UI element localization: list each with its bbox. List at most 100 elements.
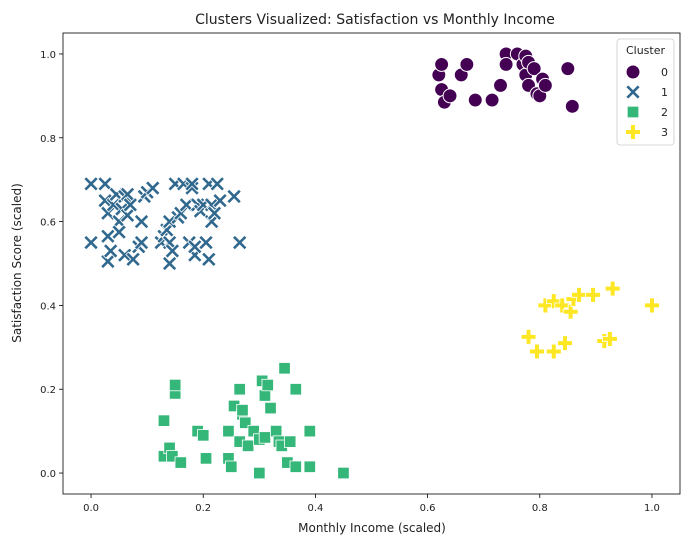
- x-tick-label: 0.4: [307, 503, 323, 514]
- series-2: [157, 362, 350, 480]
- data-point: [178, 197, 195, 213]
- series-0: [431, 46, 580, 114]
- data-point: [222, 424, 235, 438]
- legend: Cluster 0 1 2 3: [616, 38, 675, 146]
- data-point: [241, 439, 255, 452]
- legend-label: 3: [661, 126, 668, 139]
- y-tick-label: 0.0: [40, 469, 56, 480]
- data-point: [537, 77, 553, 93]
- plot-frame: [62, 32, 681, 495]
- data-point: [562, 303, 579, 320]
- legend-item-2: 2: [626, 105, 668, 119]
- data-point: [258, 389, 272, 402]
- x-tick-label: 0.6: [420, 503, 436, 514]
- data-point: [564, 98, 580, 114]
- data-point: [83, 176, 99, 192]
- data-point: [585, 287, 601, 303]
- data-point: [125, 251, 141, 268]
- data-point: [206, 205, 223, 221]
- data-point: [212, 192, 228, 209]
- data-point: [100, 228, 116, 245]
- y-axis: 0.0 0.2 0.4 0.6 0.8 1.0: [40, 50, 63, 480]
- legend-marker: [625, 124, 641, 140]
- data-point: [166, 450, 179, 463]
- y-tick-label: 0.6: [40, 218, 56, 229]
- data-point: [434, 56, 450, 72]
- data-point: [133, 234, 150, 251]
- data-point: [184, 176, 200, 192]
- data-point: [97, 176, 113, 192]
- data-point: [484, 92, 500, 108]
- data-point: [231, 234, 248, 251]
- legend-label: 0: [661, 66, 668, 79]
- data-point: [545, 293, 562, 310]
- series-3: [520, 280, 660, 360]
- data-point: [602, 331, 618, 347]
- y-tick-label: 0.2: [40, 385, 56, 396]
- data-point: [604, 280, 621, 297]
- legend-title: Cluster: [626, 44, 666, 57]
- data-point: [261, 378, 274, 392]
- x-axis-label: Monthly Income (scaled): [298, 521, 446, 535]
- data-point: [337, 466, 350, 480]
- data-point: [459, 56, 475, 72]
- data-point: [258, 431, 272, 444]
- legend-item-1: 1: [625, 84, 668, 100]
- data-point: [467, 92, 483, 108]
- y-tick-label: 1.0: [40, 50, 56, 61]
- x-axis: 0.0 0.2 0.4 0.6 0.8 1.0: [83, 494, 660, 514]
- y-axis-label: Satisfaction Score (scaled): [10, 183, 24, 343]
- legend-item-0: 0: [625, 64, 668, 80]
- data-point: [144, 180, 161, 196]
- data-point: [264, 401, 277, 415]
- data-point: [303, 424, 316, 438]
- data-point: [493, 77, 508, 93]
- legend-marker: [625, 84, 641, 100]
- data-point: [560, 61, 576, 77]
- series-1: [83, 176, 248, 272]
- data-point: [102, 243, 119, 259]
- data-point: [174, 456, 187, 469]
- data-point: [233, 383, 246, 396]
- data-point: [303, 460, 316, 473]
- x-tick-label: 0.0: [83, 503, 99, 514]
- data-point: [278, 362, 291, 375]
- data-point: [199, 452, 213, 465]
- data-point: [545, 343, 562, 360]
- data-point: [225, 460, 238, 473]
- data-point: [529, 343, 545, 360]
- data-point: [284, 435, 297, 448]
- legend-label: 2: [661, 106, 668, 119]
- data-point: [571, 287, 587, 303]
- data-point: [161, 255, 178, 272]
- data-point: [201, 251, 217, 268]
- legend-label: 1: [661, 86, 668, 99]
- data-point: [644, 297, 660, 314]
- data-point: [197, 429, 210, 442]
- data-point: [83, 234, 99, 251]
- data-point: [157, 414, 171, 427]
- data-point: [526, 61, 542, 77]
- data-point: [269, 424, 283, 438]
- legend-item-3: 3: [625, 124, 668, 140]
- data-point: [122, 197, 139, 213]
- data-point: [289, 383, 302, 396]
- data-point: [198, 234, 214, 251]
- legend-marker: [626, 105, 640, 119]
- data-point: [209, 176, 226, 192]
- data-point: [169, 378, 182, 392]
- x-tick-label: 1.0: [644, 503, 660, 514]
- y-tick-label: 0.8: [40, 134, 56, 145]
- data-point: [520, 329, 537, 345]
- data-point: [164, 243, 181, 259]
- plot-area: [62, 32, 681, 495]
- legend-marker: [625, 64, 641, 80]
- data-point: [253, 466, 266, 480]
- data-point: [498, 56, 514, 72]
- data-point: [236, 404, 249, 417]
- y-tick-label: 0.4: [40, 301, 56, 312]
- x-tick-label: 0.2: [195, 503, 211, 514]
- data-point: [111, 224, 127, 240]
